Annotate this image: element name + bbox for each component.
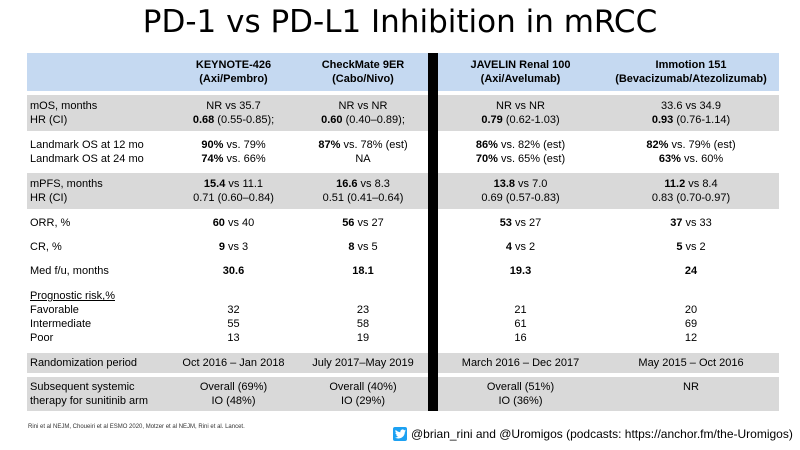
header-keynote: KEYNOTE-426 (Axi/Pembro): [169, 53, 298, 91]
references-footnote: Rini et al NEJM, Choueiri et al ESMO 202…: [28, 424, 245, 430]
header-checkmate: CheckMate 9ER (Cabo/Nivo): [298, 53, 428, 91]
cell-medfu-immotion: 24: [684, 265, 698, 277]
cell-risk-javelin: 21 61 16: [514, 304, 527, 344]
row-label: Med f/u, months: [30, 265, 109, 277]
cell-risk-immotion: 20 69 12: [684, 304, 698, 344]
header-empty: [27, 53, 169, 91]
row-label: Randomization period: [27, 353, 169, 373]
cell-subsequent-javelin: Overall (51%) IO (36%): [438, 377, 603, 411]
comparison-table: KEYNOTE-426 (Axi/Pembro) CheckMate 9ER (Ca…: [27, 53, 779, 411]
cell-subsequent-keynote: Overall (69%) IO (48%): [169, 377, 298, 411]
cell-landmark-immotion: 82% vs. 79% (est) 63% vs. 60%: [646, 139, 736, 165]
cell-risk-checkmate: 23 58 19: [356, 304, 370, 344]
row-randomization: Randomization period Oct 2016 – Jan 2018…: [27, 353, 779, 373]
row-label: mOS, months HR (CI): [27, 95, 169, 131]
credit-text: @brian_rini and @Uromigos (podcasts: htt…: [411, 427, 793, 441]
cell-orr-keynote: 60 vs 40: [212, 217, 255, 229]
cell-mpfs-immotion: 11.2 vs 8.4 0.83 (0.70-0.97): [603, 173, 779, 209]
slide-title: PD-1 vs PD-L1 Inhibition in mRCC: [142, 4, 658, 40]
cell-mpfs-checkmate: 16.6 vs 8.3 0.51 (0.41–0.64): [298, 173, 428, 209]
row-risk: Prognostic risk,% Favorable Intermediate Po…: [27, 285, 779, 349]
cell-cr-keynote: 9 vs 3: [218, 241, 249, 253]
cell-landmark-keynote: 90% vs. 79% 74% vs. 66%: [201, 139, 266, 165]
row-medfu: Med f/u, months 30.6 18.1 19.3 24: [27, 261, 779, 281]
cell-rand-javelin: March 2016 – Dec 2017: [438, 353, 603, 373]
row-landmark: Landmark OS at 12 mo Landmark OS at 24 mo…: [27, 135, 779, 169]
cell-mpfs-javelin: 13.8 vs 7.0 0.69 (0.57-0.83): [438, 173, 603, 209]
cell-orr-checkmate: 56 vs 27: [342, 217, 384, 229]
row-label: ORR, %: [30, 217, 71, 229]
row-label: CR, %: [30, 241, 62, 253]
cell-mos-javelin: NR vs NR 0.79 (0.62-1.03): [438, 95, 603, 131]
cell-mos-immotion: 33.6 vs 34.9 0.93 (0.76-1.14): [603, 95, 779, 131]
cell-subsequent-checkmate: Overall (40%) IO (29%): [298, 377, 428, 411]
row-orr: ORR, % 60 vs 40 56 vs 27 53 vs 27 37 vs …: [27, 213, 779, 233]
row-label: mPFS, months HR (CI): [27, 173, 169, 209]
cell-landmark-checkmate: 87% vs. 78% (est) NA: [318, 139, 408, 165]
header-row: KEYNOTE-426 (Axi/Pembro) CheckMate 9ER (Ca…: [27, 53, 779, 411]
header-immotion: Immotion 151 (Bevacizumab/Atezolizumab): [603, 53, 779, 91]
cell-rand-checkmate: July 2017–May 2019: [298, 353, 428, 373]
cell-mpfs-keynote: 15.4 vs 11.1 0.71 (0.60–0.84): [169, 173, 298, 209]
cell-orr-immotion: 37 vs 33: [670, 217, 712, 229]
twitter-icon: [393, 427, 407, 441]
row-label: Subsequent systemic therapy for sunitinib…: [27, 377, 169, 411]
cell-subsequent-immotion: NR: [603, 377, 779, 411]
cell-cr-checkmate: 8 vs 5: [348, 241, 378, 253]
cell-medfu-checkmate: 18.1: [352, 265, 374, 277]
row-subsequent: Subsequent systemic therapy for sunitinib…: [27, 377, 779, 411]
credit-line: @brian_rini and @Uromigos (podcasts: htt…: [393, 427, 793, 441]
row-mpfs: mPFS, months HR (CI) 15.4 vs 11.1 0.71 (0.…: [27, 173, 779, 209]
row-label: Landmark OS at 12 mo Landmark OS at 24 mo: [30, 139, 144, 165]
cell-rand-immotion: May 2015 – Oct 2016: [603, 353, 779, 373]
row-label: Prognostic risk,% Favorable Intermediate Po…: [30, 290, 115, 344]
header-javelin: JAVELIN Renal 100 (Axi/Avelumab): [438, 53, 603, 91]
cell-cr-javelin: 4 vs 2: [505, 241, 536, 253]
row-cr: CR, % 9 vs 3 8 vs 5 4 vs 2 5 vs 2: [27, 237, 779, 257]
cell-landmark-javelin: 86% vs. 82% (est) 70% vs. 65% (est): [475, 139, 566, 165]
cell-medfu-javelin: 19.3: [509, 265, 532, 277]
cell-rand-keynote: Oct 2016 – Jan 2018: [169, 353, 298, 373]
cell-risk-keynote: 32 55 13: [227, 304, 240, 344]
cell-medfu-keynote: 30.6: [222, 265, 245, 277]
column-divider: [428, 53, 438, 411]
cell-mos-keynote: NR vs 35.7 0.68 (0.55-0.85);: [169, 95, 298, 131]
cell-orr-javelin: 53 vs 27: [499, 217, 542, 229]
cell-mos-checkmate: NR vs NR 0.60 (0.40–0.89);: [298, 95, 428, 131]
row-mos: mOS, months HR (CI) NR vs 35.7 0.68 (0.55-…: [27, 95, 779, 131]
cell-cr-immotion: 5 vs 2: [676, 241, 706, 253]
